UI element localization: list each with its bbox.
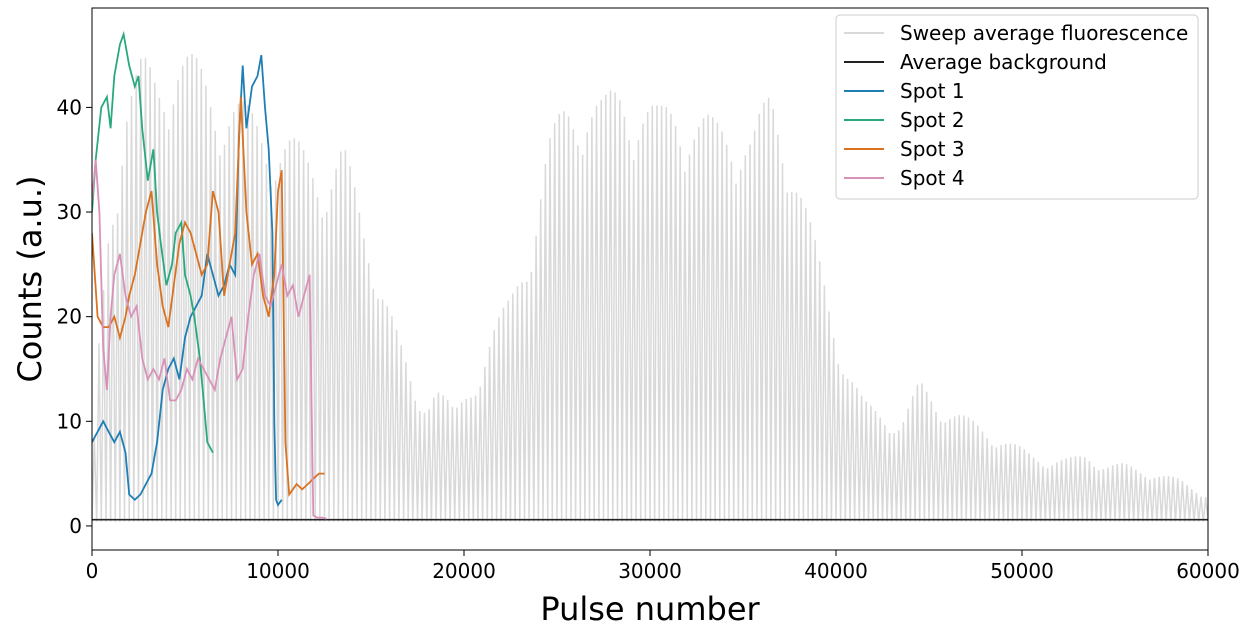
x-tick-label: 10000	[246, 559, 310, 583]
x-tick-label: 50000	[990, 559, 1054, 583]
data-series	[92, 30, 1208, 521]
legend-label: Spot 3	[900, 137, 965, 161]
legend-label: Spot 2	[900, 108, 965, 132]
series-spot-1	[92, 54, 283, 507]
y-tick-label: 40	[57, 95, 82, 119]
x-tick-label: 0	[86, 559, 99, 583]
sweep-series	[92, 53, 1208, 522]
series-spot-3	[92, 96, 325, 498]
y-tick-label: 20	[57, 305, 82, 329]
series-spot-2	[92, 30, 214, 454]
series-sweep-average-fluorescence	[92, 53, 1208, 522]
y-axis-label: Counts (a.u.)	[11, 175, 49, 382]
legend-label: Spot 4	[900, 166, 965, 190]
legend: Sweep average fluorescence Average backgr…	[835, 14, 1199, 200]
y-tick-label: 0	[69, 514, 82, 538]
axis-ticks: 0 10000 20000 30000 40000 50000 60000 0 10 20 30 40	[57, 95, 1240, 583]
x-tick-label: 40000	[804, 559, 868, 583]
legend-box	[835, 14, 1199, 200]
series-spot-4	[92, 159, 327, 520]
x-tick-label: 60000	[1176, 559, 1240, 583]
x-tick-label: 20000	[432, 559, 496, 583]
legend-label: Average background	[900, 50, 1107, 74]
x-axis-label: Pulse number	[540, 590, 760, 628]
y-tick-label: 30	[57, 200, 82, 224]
x-tick-label: 30000	[618, 559, 682, 583]
legend-label: Spot 1	[900, 79, 965, 103]
legend-label: Sweep average fluorescence	[900, 21, 1188, 45]
y-tick-label: 10	[57, 409, 82, 433]
